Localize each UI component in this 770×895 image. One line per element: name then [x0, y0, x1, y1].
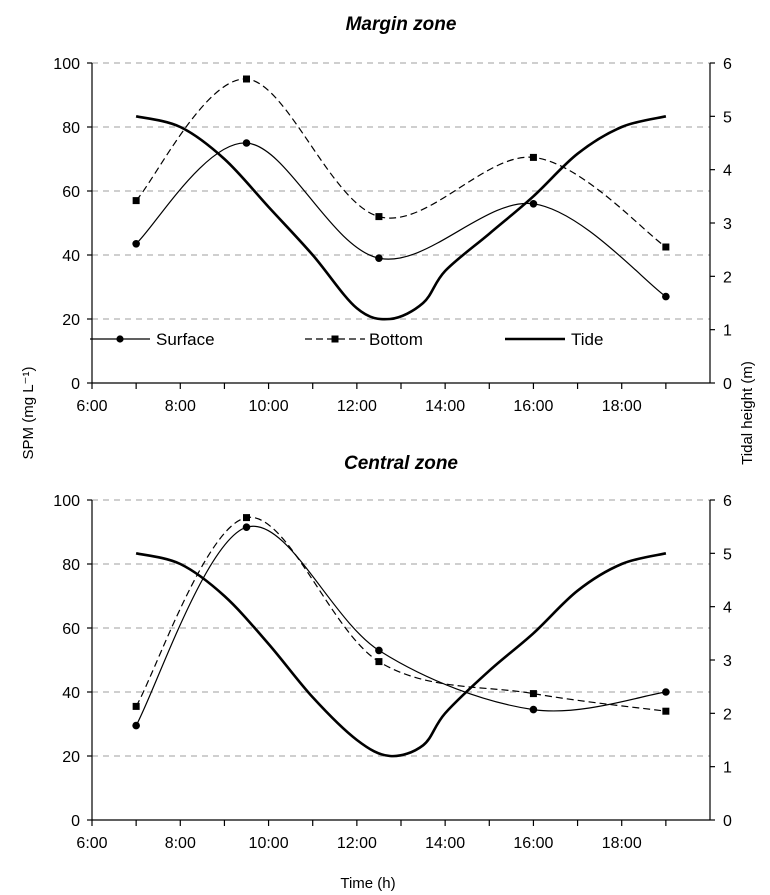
surface-point — [242, 523, 251, 531]
legend-bottom-marker — [331, 335, 339, 343]
x-tick-label: 12:00 — [337, 835, 377, 852]
bottom-point — [662, 707, 670, 715]
y-right-tick-label: 0 — [723, 376, 732, 393]
central-zone-title: Central zone — [344, 453, 458, 474]
y-left-tick-label: 0 — [71, 376, 80, 393]
y-right-tick-label: 3 — [723, 216, 732, 233]
surface-point — [529, 200, 538, 208]
bottom-point — [243, 514, 250, 522]
y-right-tick-label: 0 — [723, 813, 732, 830]
surface-point — [242, 139, 251, 147]
y-right-tick-label: 6 — [723, 56, 732, 73]
bottom-point — [375, 213, 383, 221]
y-left-tick-label: 40 — [62, 248, 80, 265]
y-right-tick-label: 4 — [723, 600, 732, 617]
y-left-tick-label: 60 — [62, 621, 80, 638]
y-left-tick-label: 60 — [62, 184, 80, 201]
y-right-tick-label: 5 — [723, 546, 732, 563]
y-axis-right-label: Tidal height (m) — [739, 361, 756, 465]
y-right-tick-label: 2 — [723, 706, 732, 723]
x-tick-label: 12:00 — [337, 398, 377, 415]
surface-series-line — [135, 525, 666, 726]
x-tick-label: 10:00 — [249, 835, 289, 852]
y-right-tick-label: 3 — [723, 653, 732, 670]
legend-bottom-label: Bottom — [369, 330, 423, 349]
bottom-point — [243, 75, 250, 83]
surface-point — [662, 292, 670, 301]
y-left-tick-label: 80 — [62, 557, 80, 574]
legend-tide-label: Tide — [571, 330, 603, 349]
legend: Surface Bottom Tide — [90, 330, 603, 349]
x-tick-label: 14:00 — [425, 835, 465, 852]
x-tick-label: 16:00 — [513, 398, 553, 415]
bottom-point — [529, 153, 537, 161]
y-right-tick-label: 4 — [723, 163, 732, 180]
surface-point — [529, 705, 538, 714]
tide-series-line — [135, 115, 667, 321]
y-right-tick-label: 5 — [723, 109, 732, 126]
y-right-tick-label: 6 — [723, 493, 732, 510]
bottom-point — [529, 690, 537, 698]
surface-series-line — [135, 142, 667, 298]
bottom-point — [132, 702, 140, 710]
x-tick-label: 18:00 — [602, 835, 642, 852]
x-tick-label: 10:00 — [249, 398, 289, 415]
y-right-tick-label: 2 — [723, 269, 732, 286]
margin-zone-title: Margin zone — [346, 14, 457, 35]
y-right-tick-label: 1 — [723, 760, 732, 777]
legend-surface-marker — [116, 335, 124, 343]
tide-series-line — [135, 552, 667, 758]
y-left-tick-label: 40 — [62, 685, 80, 702]
y-left-tick-label: 20 — [62, 749, 80, 766]
surface-point — [662, 688, 670, 696]
bottom-series-line — [135, 516, 666, 712]
x-tick-label: 16:00 — [513, 835, 553, 852]
y-left-tick-label: 80 — [62, 120, 80, 137]
surface-point — [132, 721, 140, 730]
x-tick-label: 6:00 — [76, 398, 107, 415]
bottom-point — [375, 658, 383, 666]
surface-point — [132, 240, 140, 248]
x-tick-label: 14:00 — [425, 398, 465, 415]
central-zone-panel: Central zone 0 20 40 60 80 100 0 1 2 3 4 5 6 6:00 8:00… — [53, 453, 732, 852]
margin-zone-panel: Margin zone 0 20 40 60 80 100 0 1 2 3 4 5 6 6:00 8:00 1… — [53, 14, 732, 415]
y-left-tick-label: 20 — [62, 312, 80, 329]
bottom-point — [132, 197, 140, 205]
x-tick-label: 8:00 — [165, 398, 196, 415]
y-left-tick-label: 100 — [53, 493, 80, 510]
x-axis-label: Time (h) — [340, 875, 395, 892]
bottom-point — [662, 243, 670, 251]
x-tick-label: 18:00 — [602, 398, 642, 415]
y-left-tick-label: 100 — [53, 56, 80, 73]
x-tick-label: 8:00 — [165, 835, 196, 852]
y-right-tick-label: 1 — [723, 323, 732, 340]
y-left-tick-label: 0 — [71, 813, 80, 830]
y-axis-left-label: SPM (mg L⁻¹) — [20, 367, 37, 460]
bottom-series-line — [135, 78, 667, 248]
surface-point — [375, 646, 383, 655]
surface-point — [375, 254, 383, 262]
legend-surface-label: Surface — [156, 330, 215, 349]
x-tick-label: 6:00 — [76, 835, 107, 852]
